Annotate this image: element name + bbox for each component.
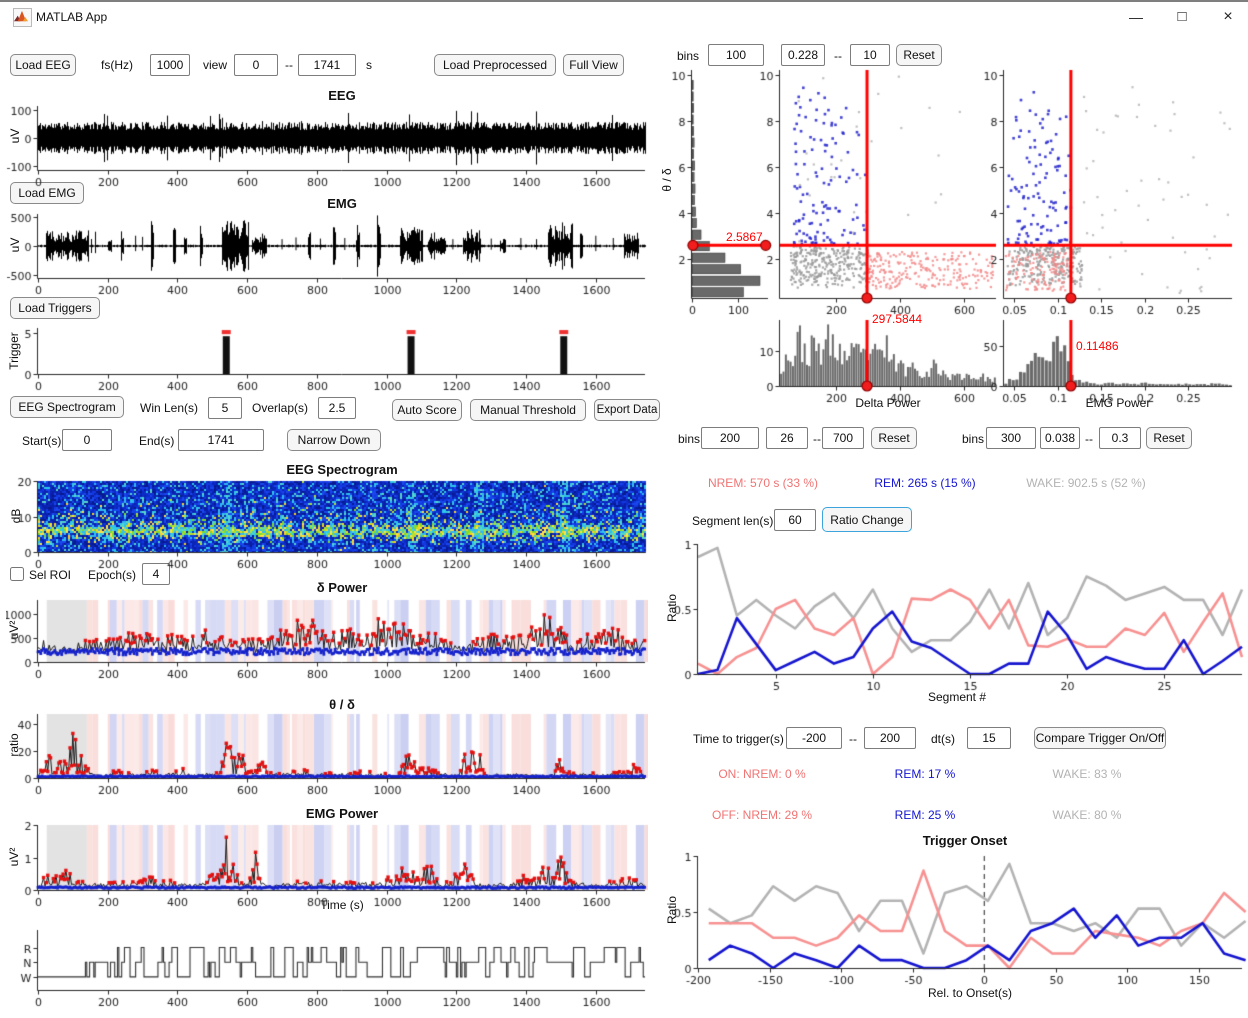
window-title: MATLAB App bbox=[36, 10, 108, 24]
off-nrem-stat: OFF: NREM: 29 % bbox=[711, 808, 813, 822]
matlab-logo-icon bbox=[13, 8, 32, 27]
view-to-input[interactable] bbox=[298, 54, 356, 76]
on-nrem-stat: ON: NREM: 0 % bbox=[718, 767, 806, 781]
time-to-trigger-label: Time to trigger(s) bbox=[693, 732, 784, 746]
emg-plot bbox=[6, 206, 648, 298]
trigger-to-input[interactable] bbox=[864, 727, 916, 749]
off-rem-stat: REM: 25 % bbox=[894, 808, 956, 822]
delta-threshold-value: 297.5844 bbox=[872, 312, 923, 326]
bins3-label: bins bbox=[962, 432, 985, 446]
trigger-onset-title: Trigger Onset bbox=[922, 833, 1008, 848]
view-label: view bbox=[203, 58, 228, 72]
end-input[interactable] bbox=[178, 429, 264, 451]
maximize-button[interactable]: □ bbox=[1177, 8, 1187, 25]
bins1-label: bins bbox=[677, 49, 700, 63]
eeg-spectrogram-button[interactable]: EEG Spectrogram bbox=[10, 396, 124, 418]
segment-len-label: Segment len(s) bbox=[692, 514, 774, 528]
narrow-down-button[interactable]: Narrow Down bbox=[287, 429, 381, 451]
load-preprocessed-button[interactable]: Load Preprocessed bbox=[434, 54, 556, 76]
bins3-min-input[interactable] bbox=[1040, 427, 1080, 449]
nrem-stat: NREM: 570 s (33 %) bbox=[707, 476, 819, 490]
export-data-button[interactable]: Export Data bbox=[594, 399, 660, 421]
bins3-reset-button[interactable]: Reset bbox=[1146, 427, 1192, 449]
bins2-input[interactable] bbox=[701, 427, 759, 449]
full-view-button[interactable]: Full View bbox=[563, 54, 624, 76]
bins3-input[interactable] bbox=[986, 427, 1036, 449]
bins2-label: bins bbox=[678, 432, 701, 446]
auto-score-button[interactable]: Auto Score bbox=[392, 399, 462, 421]
close-button[interactable]: × bbox=[1223, 8, 1233, 25]
trigger-from-input[interactable] bbox=[786, 727, 842, 749]
dt-input[interactable] bbox=[967, 727, 1011, 749]
bins1-reset-button[interactable]: Reset bbox=[896, 44, 942, 66]
spectrogram-title: EEG Spectrogram bbox=[286, 462, 398, 477]
bins1-max-input[interactable] bbox=[850, 44, 890, 66]
end-label: End(s) bbox=[139, 434, 175, 448]
bins2-dash: -- bbox=[813, 432, 821, 446]
bins1-input[interactable] bbox=[708, 44, 764, 66]
bins3-max-input[interactable] bbox=[1099, 427, 1141, 449]
delta-power-histogram[interactable] bbox=[752, 316, 998, 420]
ratio-change-chart bbox=[664, 536, 1248, 708]
bins1-min-input[interactable] bbox=[781, 44, 825, 66]
segment-len-input[interactable] bbox=[774, 509, 816, 531]
theta-delta-plot bbox=[6, 706, 648, 796]
overlap-label: Overlap(s) bbox=[252, 401, 309, 415]
bins3-dash: -- bbox=[1085, 432, 1093, 446]
ratio-change-button[interactable]: Ratio Change bbox=[822, 507, 912, 532]
fs-input[interactable] bbox=[150, 54, 190, 76]
spectrogram-plot bbox=[6, 476, 648, 572]
compare-trigger-button[interactable]: Compare Trigger On/Off bbox=[1034, 727, 1166, 749]
overlap-input[interactable] bbox=[318, 397, 356, 419]
start-input[interactable] bbox=[62, 429, 112, 451]
wake-stat: WAKE: 902.5 s (52 %) bbox=[1026, 476, 1146, 490]
load-eeg-button[interactable]: Load EEG bbox=[10, 54, 76, 76]
seconds-label: s bbox=[366, 58, 372, 72]
trigger-dash: -- bbox=[849, 732, 857, 746]
dt-label: dt(s) bbox=[931, 732, 955, 746]
emg-power-plot bbox=[6, 818, 648, 908]
win-len-label: Win Len(s) bbox=[140, 401, 199, 415]
bins2-min-input[interactable] bbox=[766, 427, 808, 449]
fs-label: fs(Hz) bbox=[101, 58, 133, 72]
trigger-onset-chart bbox=[664, 846, 1248, 1002]
bins2-reset-button[interactable]: Reset bbox=[871, 427, 917, 449]
rem-stat: REM: 265 s (15 %) bbox=[874, 476, 976, 490]
delta-power-plot bbox=[6, 594, 648, 680]
emg-threshold-value: 0.11486 bbox=[1076, 339, 1119, 353]
minimize-button[interactable]: — bbox=[1129, 9, 1143, 25]
on-rem-stat: REM: 17 % bbox=[894, 767, 956, 781]
win-len-input[interactable] bbox=[208, 397, 242, 419]
theta-delta-threshold-value: 2.5867 bbox=[726, 230, 763, 244]
view-from-input[interactable] bbox=[234, 54, 278, 76]
on-wake-stat: WAKE: 83 % bbox=[1052, 767, 1122, 781]
start-label: Start(s) bbox=[22, 434, 62, 448]
bins2-max-input[interactable] bbox=[822, 427, 864, 449]
title-bar: MATLAB App — □ × bbox=[0, 2, 1248, 32]
load-triggers-button[interactable]: Load Triggers bbox=[10, 297, 100, 319]
delta-scatter-plot[interactable] bbox=[752, 66, 998, 318]
manual-threshold-button[interactable]: Manual Threshold bbox=[470, 399, 586, 421]
emg-power-title: EMG Power bbox=[305, 806, 379, 821]
emg-power-histogram[interactable] bbox=[976, 316, 1248, 420]
trigger-plot bbox=[6, 322, 648, 394]
view-range-dash: -- bbox=[285, 58, 293, 72]
emg-scatter-plot[interactable] bbox=[976, 66, 1248, 318]
off-wake-stat: WAKE: 80 % bbox=[1052, 808, 1122, 822]
eeg-plot bbox=[6, 98, 648, 190]
bins1-dash: -- bbox=[834, 49, 842, 63]
hypnogram-plot bbox=[6, 920, 648, 1018]
delta-power-title: δ Power bbox=[316, 580, 368, 595]
